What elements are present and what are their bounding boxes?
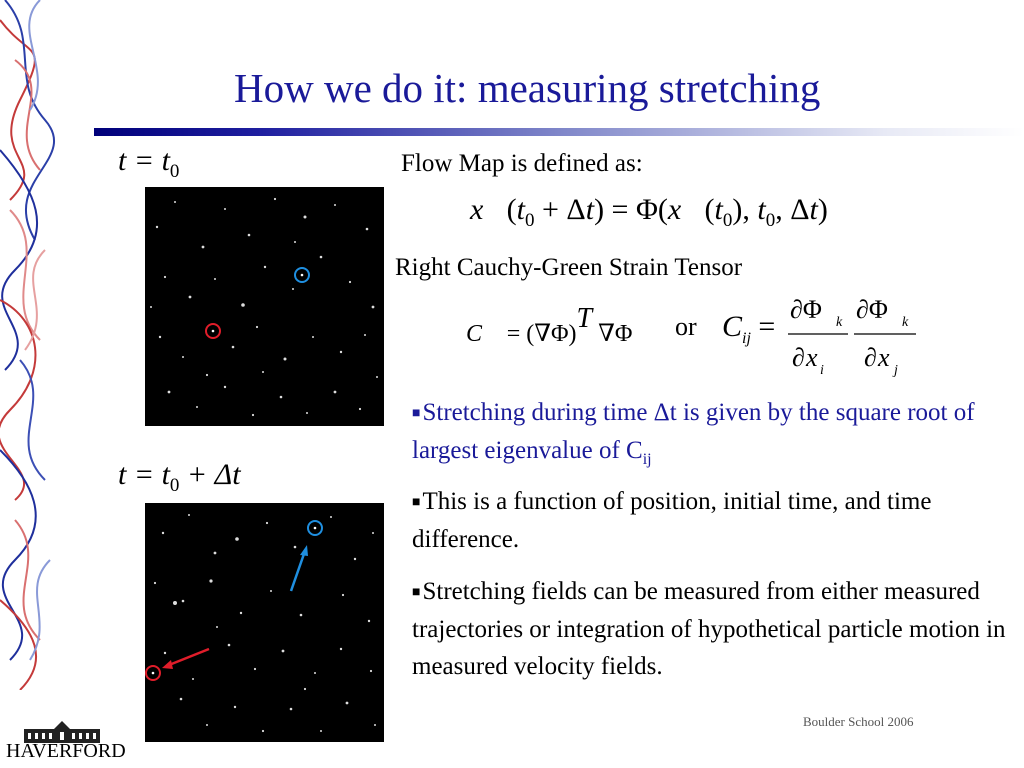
or-word: or [675,312,697,341]
bullet-function-text: This is a function of position, initial … [412,488,932,553]
particle-field-t0 [150,197,378,417]
bullet-function-of-position: ■This is a function of position, initial… [412,483,1012,558]
footer-text: Boulder School 2006 [803,714,914,729]
svg-text:x: x [805,343,818,372]
svg-text:∂Φ: ∂Φ [856,295,888,324]
slide-title: How we do it: measuring stretching [234,65,821,111]
particle-image-t0 [145,187,384,426]
bottom-time-label-main: t = t [118,458,170,491]
displacement-arrow-red [168,647,210,667]
svg-text:∂Φ: ∂Φ [790,295,822,324]
bullet-measurement-text: Stretching fields can be measured from e… [412,578,1006,680]
strain-tensor-equation: C⃗ = (∇Φ)T ∇Φ [466,303,633,347]
bottom-time-label-sub: 0 [169,475,180,496]
svg-text:∂: ∂ [864,343,877,372]
bullet-stretching-sub: ij [642,451,652,468]
tracked-particle-red-t1 [145,665,161,681]
svg-text:k: k [836,315,843,330]
tracked-particle-blue-t0 [294,267,310,283]
particle-field-t1 [145,514,376,733]
displacement-arrow-blue [289,550,307,592]
tracked-particle-red-t0 [205,323,221,339]
top-time-label: t = t0 [118,144,179,183]
flow-map-equation: x⃗(t0 + Δt) = Φ(x⃗(t0), t0, Δt) [470,193,828,231]
bullet-square-icon: ■ [412,495,421,510]
particle-image-t0-plus-dt [145,503,384,742]
top-time-label-sub: 0 [169,161,180,182]
svg-text:x: x [877,343,890,372]
flow-field-decoration [0,0,60,690]
bullet-square-icon: ■ [412,585,421,600]
svg-text:i: i [820,363,824,378]
tracked-particle-blue-t1 [307,520,323,536]
svg-text:∂: ∂ [792,343,805,372]
strain-tensor-component-label: Cij = [722,310,776,347]
haverford-building-logo [24,721,100,743]
bullet-stretching-definition: ■Stretching during time Δt is given by t… [412,394,1012,478]
title-underline [94,128,1024,136]
top-time-label-main: t = t [118,144,170,177]
cauchy-green-heading: Right Cauchy-Green Strain Tensor [395,254,743,281]
svg-text:j: j [892,363,898,378]
bottom-time-label: t = t0 + Δt [118,458,241,497]
flow-map-heading: Flow Map is defined as: [401,150,643,177]
svg-text:k: k [902,315,909,330]
bullet-square-icon: ■ [412,406,421,421]
haverford-logo-text: HAVERFORD [6,740,126,762]
bullet-stretching-text: Stretching during time Δt is given by th… [412,399,975,464]
bottom-time-label-tail: + Δt [179,458,241,491]
strain-tensor-fraction: ∂Φ k ∂Φ k ∂ x i ∂ x j [788,295,916,378]
bullet-measurement-methods: ■Stretching fields can be measured from … [412,573,1012,685]
